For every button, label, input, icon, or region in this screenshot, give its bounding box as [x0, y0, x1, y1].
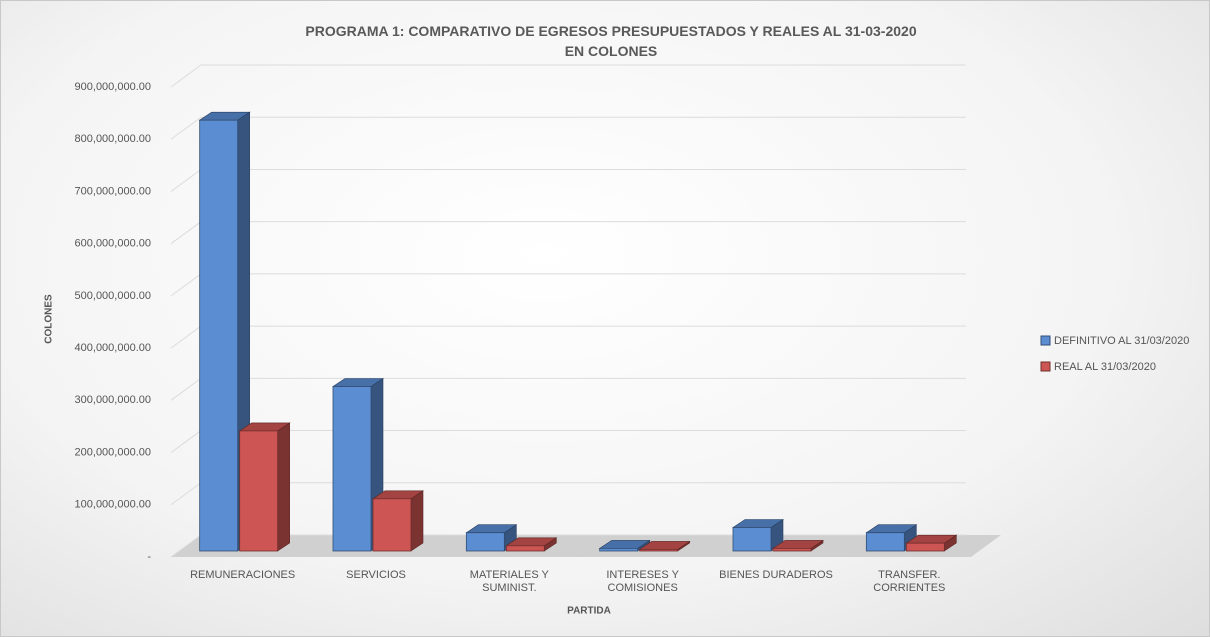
legend-label: REAL AL 31/03/2020 [1054, 361, 1156, 373]
bar [238, 422, 291, 552]
y-tick-label: 200,000,000.00 [75, 446, 151, 458]
bar [638, 540, 691, 552]
grid-line [170, 168, 966, 192]
bar-front [732, 527, 772, 552]
x-tick-label: BIENES DURADEROS [719, 569, 833, 581]
bar-front [332, 386, 372, 552]
bar-front [865, 532, 905, 552]
y-tick-label: - [147, 551, 151, 563]
x-tick-label: MATERIALES Y SUMINIST. [469, 569, 549, 594]
y-axis-label: COLONES [44, 294, 55, 344]
x-tick-label: INTERESES Y COMISIONES [606, 569, 679, 594]
bar [865, 524, 918, 552]
grid-line [170, 64, 966, 88]
y-tick-label: 100,000,000.00 [75, 499, 151, 511]
x-tick-label: SERVICIOS [346, 569, 406, 581]
legend-swatch [1040, 361, 1051, 372]
grid-line [170, 377, 966, 401]
bar-front [639, 549, 679, 552]
legend-swatch [1040, 335, 1051, 346]
bar-front [239, 430, 279, 552]
bar-side [277, 422, 290, 552]
y-tick-label: 900,000,000.00 [75, 81, 151, 93]
grid-line [170, 430, 966, 453]
bar [732, 518, 784, 552]
bar [905, 534, 958, 552]
y-tick-label: 300,000,000.00 [75, 394, 151, 406]
bar-front [199, 119, 239, 552]
bar-front [599, 547, 639, 552]
grid-line [170, 482, 966, 506]
grid-line [170, 116, 966, 140]
bar [598, 539, 651, 552]
x-tick-label: TRANSFER. CORRIENTES [873, 569, 946, 594]
x-tick-label: REMUNERACIONES [190, 569, 296, 581]
bar-front [905, 542, 945, 552]
legend-label: DEFINITIVO AL 31/03/2020 [1054, 335, 1189, 347]
bar-side [410, 490, 424, 552]
bar-front [372, 498, 412, 552]
bar [372, 490, 424, 552]
bar-front [465, 532, 505, 552]
chart-title: PROGRAMA 1: COMPARATIVO DE EGRESOS PRESU… [305, 23, 917, 59]
bar [772, 539, 824, 552]
y-tick-label: 600,000,000.00 [75, 238, 151, 250]
y-tick-label: 500,000,000.00 [75, 290, 151, 302]
y-tick-label: 800,000,000.00 [75, 133, 151, 145]
x-axis-label: PARTIDA [567, 606, 611, 617]
bar-front [505, 545, 545, 552]
y-tick-label: 400,000,000.00 [75, 342, 151, 354]
grid-line [170, 221, 966, 245]
grid-line [170, 325, 966, 349]
y-tick-label: 700,000,000.00 [75, 185, 151, 197]
bar [505, 537, 558, 552]
grid-line [170, 273, 966, 297]
bar-front [772, 547, 812, 552]
